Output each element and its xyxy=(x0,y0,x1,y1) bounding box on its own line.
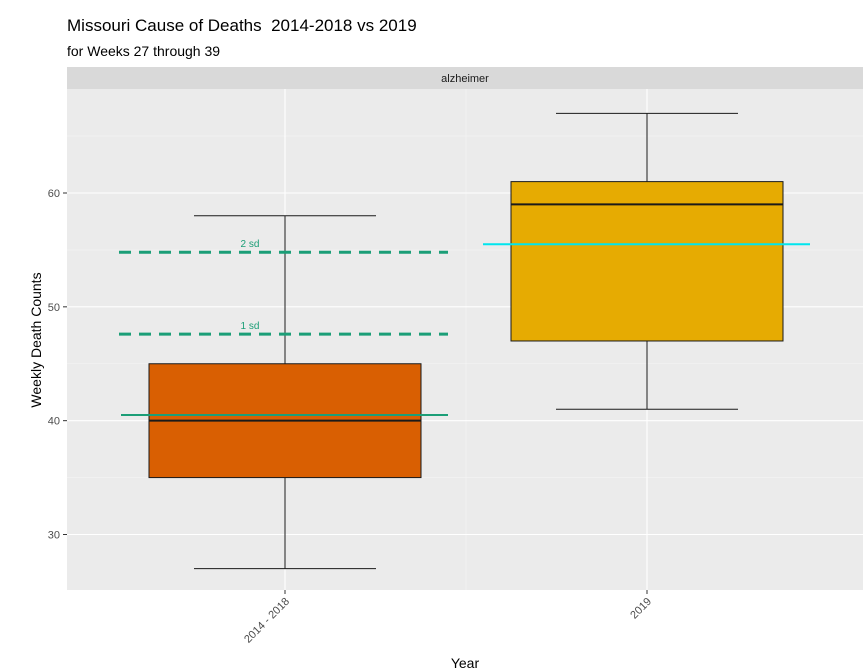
reference-line-label: 2 sd xyxy=(241,239,260,250)
chart-subtitle: for Weeks 27 through 39 xyxy=(67,43,221,59)
y-axis-title: Weekly Death Counts xyxy=(28,272,44,407)
y-tick-label: 30 xyxy=(48,530,60,542)
x-axis-title: Year xyxy=(451,655,480,671)
reference-lines: 1 sd 2 sd xyxy=(119,239,810,416)
y-tick-label: 60 xyxy=(48,188,60,200)
chart-title: Missouri Cause of Deaths 2014-2018 vs 20… xyxy=(67,16,417,35)
x-tick-label: 2019 xyxy=(628,596,654,622)
x-axis: 2014 - 2018 2019 xyxy=(242,590,654,646)
facet-strip xyxy=(67,67,863,89)
y-axis: 30 40 50 60 xyxy=(48,188,67,542)
box-iqr xyxy=(510,181,784,342)
facet-label: alzheimer xyxy=(441,73,489,85)
boxes xyxy=(148,112,784,570)
y-tick-label: 40 xyxy=(48,416,60,428)
reference-line-label: 1 sd xyxy=(241,321,260,332)
x-tick-label: 2014 - 2018 xyxy=(242,596,292,646)
y-tick-label: 50 xyxy=(48,302,60,314)
